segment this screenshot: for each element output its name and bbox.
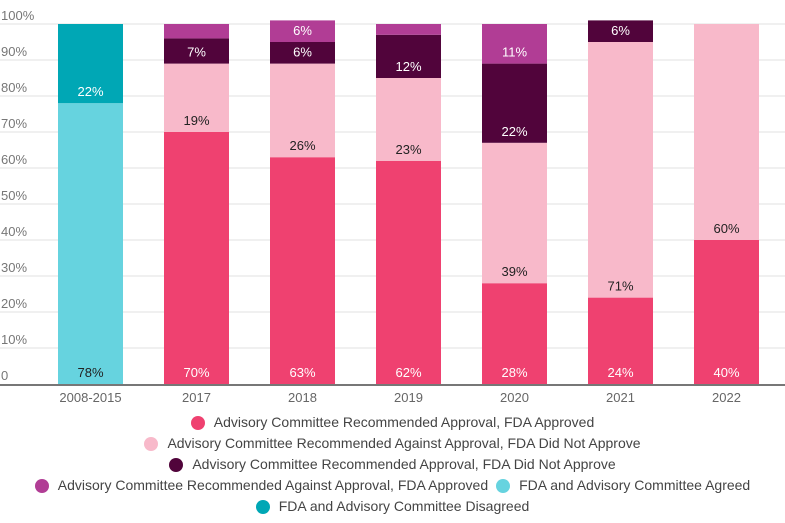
legend-row: Advisory Committee Recommended Against A… xyxy=(0,433,785,454)
data-label: 12% xyxy=(395,59,421,74)
legend-row: FDA and Advisory Committee Disagreed xyxy=(0,496,785,517)
y-tick-label: 80% xyxy=(1,80,27,95)
legend-item: Advisory Committee Recommended Against A… xyxy=(34,475,489,496)
bar-segment xyxy=(164,24,229,39)
bar-segment xyxy=(58,103,123,384)
legend-item: FDA and Advisory Committee Agreed xyxy=(496,475,750,496)
x-tick-label: 2020 xyxy=(500,390,529,405)
y-tick-label: 70% xyxy=(1,116,27,131)
y-tick-label: 0 xyxy=(1,368,8,383)
bar-segment xyxy=(376,160,441,384)
bar-stack-2022: 40% 60% xyxy=(694,24,759,384)
bar-segment xyxy=(270,42,335,64)
data-label: 6% xyxy=(293,23,312,38)
legend-dot-icon xyxy=(169,457,184,472)
bar-segment xyxy=(588,297,653,384)
data-label: 24% xyxy=(607,365,633,380)
bar-stack-2008-2015: 78% 22% xyxy=(58,24,123,384)
x-tick-label: 2008-2015 xyxy=(59,390,121,405)
legend-item: Advisory Committee Recommended Approval,… xyxy=(190,412,595,433)
bar-segment xyxy=(376,34,441,78)
legend-row: Advisory Committee Recommended Approval,… xyxy=(0,412,785,433)
bar-segment xyxy=(694,240,759,384)
data-label: 78% xyxy=(77,365,103,380)
data-label: 7% xyxy=(187,45,206,60)
legend-label: Advisory Committee Recommended Against A… xyxy=(57,477,489,493)
bar-stack-2021: 24% 71% 6% xyxy=(588,20,653,384)
bar-segment xyxy=(482,63,547,143)
x-tick-label: 2021 xyxy=(606,390,635,405)
legend-dot-icon xyxy=(496,478,511,493)
bar-segment xyxy=(270,20,335,42)
bar-segment xyxy=(694,24,759,240)
bar-segment xyxy=(164,38,229,64)
legend-item: Advisory Committee Recommended Against A… xyxy=(144,433,641,454)
bar-segment xyxy=(376,78,441,161)
data-label: 70% xyxy=(183,365,209,380)
data-label: 62% xyxy=(395,365,421,380)
legend-row: Advisory Committee Recommended Against A… xyxy=(0,475,785,496)
y-tick-label: 60% xyxy=(1,152,27,167)
y-tick-label: 90% xyxy=(1,44,27,59)
y-tick-label: 40% xyxy=(1,224,27,239)
bar-segment xyxy=(164,132,229,384)
bar-segment xyxy=(482,142,547,284)
data-label: 19% xyxy=(183,113,209,128)
legend-item: Advisory Committee Recommended Approval,… xyxy=(169,454,616,475)
bars: 78%22%70%19%7%63%26%6%6%62%23%12%28%39%2… xyxy=(58,20,759,384)
data-label: 26% xyxy=(289,138,315,153)
data-label: 71% xyxy=(607,279,633,294)
data-label: 60% xyxy=(713,221,739,236)
legend-label: Advisory Committee Recommended Approval,… xyxy=(213,414,595,430)
legend-dot-icon xyxy=(34,478,49,493)
y-tick-label: 50% xyxy=(1,188,27,203)
legend-dot-icon xyxy=(255,499,270,514)
data-label: 39% xyxy=(501,264,527,279)
legend-row: Advisory Committee Recommended Approval,… xyxy=(0,454,785,475)
bar-stack-2018: 63% 26% 6% 6% xyxy=(270,20,335,384)
bar-segment xyxy=(270,63,335,158)
data-label: 6% xyxy=(611,23,630,38)
bar-segment xyxy=(588,20,653,42)
data-label: 63% xyxy=(289,365,315,380)
y-tick-label: 100% xyxy=(1,8,35,23)
legend-item: FDA and Advisory Committee Disagreed xyxy=(255,496,530,517)
data-label: 28% xyxy=(501,365,527,380)
stacked-bar-chart: 010%20%30%40%50%60%70%80%90%100% 78%22%7… xyxy=(0,8,785,405)
y-tick-label: 10% xyxy=(1,332,27,347)
legend-label: FDA and Advisory Committee Disagreed xyxy=(278,498,530,514)
data-label: 6% xyxy=(293,45,312,60)
bar-segment xyxy=(58,24,123,104)
data-label: 22% xyxy=(77,84,103,99)
data-label: 11% xyxy=(502,45,527,60)
x-tick-label: 2022 xyxy=(712,390,741,405)
data-label: 22% xyxy=(501,124,527,139)
x-axis-ticks: 2008-2015 2017 2018 2019 2020 2021 2022 xyxy=(59,390,741,405)
x-tick-label: 2017 xyxy=(182,390,211,405)
data-label: 40% xyxy=(713,365,739,380)
bar-segment xyxy=(164,63,229,132)
bar-segment xyxy=(588,42,653,298)
legend-dot-icon xyxy=(144,436,159,451)
bar-stack-2019: 62% 23% 12% xyxy=(376,24,441,384)
legend-label: Advisory Committee Recommended Against A… xyxy=(167,435,641,451)
legend-dot-icon xyxy=(190,415,205,430)
bar-segment xyxy=(482,24,547,64)
x-tick-label: 2018 xyxy=(288,390,317,405)
legend: Advisory Committee Recommended Approval,… xyxy=(0,412,785,517)
bar-segment xyxy=(482,283,547,384)
bar-stack-2017: 70% 19% 7% xyxy=(164,24,229,384)
data-label: 23% xyxy=(395,142,421,157)
y-tick-label: 20% xyxy=(1,296,27,311)
y-axis-ticks: 0 10% 20% 30% 40% 50% 60% 70% 80% 90% 100% xyxy=(1,8,35,383)
legend-label: Advisory Committee Recommended Approval,… xyxy=(192,456,616,472)
x-tick-label: 2019 xyxy=(394,390,423,405)
legend-label: FDA and Advisory Committee Agreed xyxy=(519,477,751,493)
bar-segment xyxy=(270,157,335,384)
bar-segment xyxy=(376,24,441,35)
bar-stack-2020: 28% 39% 22% 11% xyxy=(482,24,547,384)
y-tick-label: 30% xyxy=(1,260,27,275)
